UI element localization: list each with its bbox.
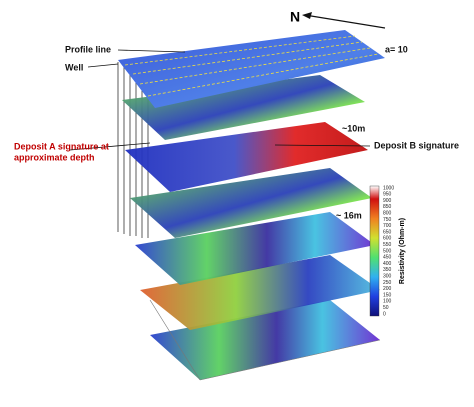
deposit-a-label: approximate depth bbox=[14, 152, 95, 162]
slices bbox=[118, 30, 385, 380]
spacing-label: a= 10 bbox=[385, 44, 408, 54]
pointers bbox=[69, 49, 371, 151]
colorbar-tick-label: 850 bbox=[383, 204, 392, 210]
colorbar-tick-label: 300 bbox=[383, 274, 392, 280]
profile-line-label: Profile line bbox=[65, 44, 111, 54]
colorbar-tick-label: 950 bbox=[383, 192, 392, 198]
depth-label: ~10m bbox=[342, 123, 365, 133]
deposit-a-label: Deposit A signature at bbox=[14, 141, 109, 151]
colorbar-title: Resistivity (Ohm-m) bbox=[399, 218, 406, 284]
colorbar-tick-label: 550 bbox=[383, 242, 392, 248]
colorbar-tick-label: 100 bbox=[383, 299, 392, 305]
deposit-b-label: Deposit B signature bbox=[374, 140, 459, 150]
colorbar bbox=[369, 185, 380, 317]
colorbar-tick-label: 700 bbox=[383, 223, 392, 229]
colorbar-tick-label: 450 bbox=[383, 255, 392, 261]
colorbar-tick-label: 350 bbox=[383, 267, 392, 273]
north-arrowhead bbox=[302, 12, 312, 19]
colorbar-tick-label: 500 bbox=[383, 248, 392, 254]
colorbar-tick-label: 150 bbox=[383, 292, 392, 298]
colorbar-tick-label: 900 bbox=[383, 198, 392, 204]
colorbar-ticks: 1000950900850800750700650600550500450400… bbox=[383, 185, 394, 317]
colorbar-tick-label: 650 bbox=[383, 229, 392, 235]
well-label: Well bbox=[65, 62, 83, 72]
axis-box bbox=[149, 299, 381, 381]
colorbar-tick-label: 600 bbox=[383, 236, 392, 242]
north-arrow bbox=[304, 14, 386, 29]
colorbar-tick-label: 400 bbox=[383, 261, 392, 267]
north-label: N bbox=[290, 9, 300, 25]
colorbar-tick-label: 200 bbox=[383, 286, 392, 292]
colorbar-tick-label: 1000 bbox=[383, 185, 394, 191]
colorbar-tick-label: 50 bbox=[383, 305, 389, 311]
colorbar-tick-label: 800 bbox=[383, 211, 392, 217]
colorbar-tick-label: 750 bbox=[383, 217, 392, 223]
colorbar-tick-label: 250 bbox=[383, 280, 392, 286]
colorbar-tick-label: 0 bbox=[383, 311, 386, 317]
profile-lines bbox=[124, 35, 379, 97]
depth-label: ~ 16m bbox=[336, 210, 362, 220]
